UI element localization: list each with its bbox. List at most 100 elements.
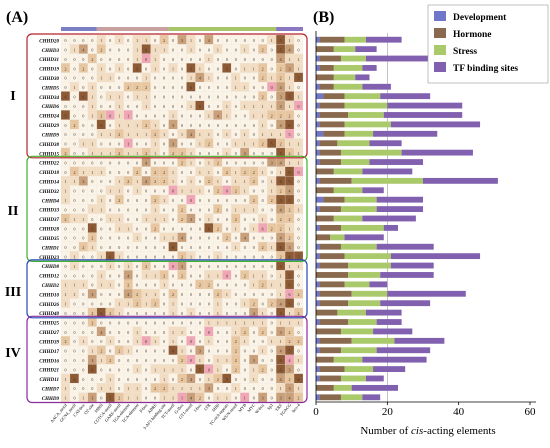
heatmap-cell-value: 0	[298, 349, 300, 354]
heatmap-cell-value: 0	[109, 330, 111, 335]
heatmap-cell-value: 3	[91, 292, 93, 297]
heatmap-cell-value: 1	[100, 273, 102, 278]
heatmap-cell-value: 0	[298, 217, 300, 222]
heatmap-cell-value: 0	[91, 377, 93, 382]
heatmap-cell-value: 0	[262, 151, 264, 156]
category-bar-segment	[61, 27, 97, 31]
gene-label: CHHD7	[42, 388, 60, 393]
heatmap-cell-value: 0	[145, 189, 147, 194]
heatmap-cell-value: 0	[208, 189, 210, 194]
heatmap-cell-value: 0	[145, 311, 147, 316]
heatmap-cell-value: 0	[100, 160, 102, 165]
heatmap-cell-value: 0	[154, 189, 156, 194]
heatmap-cell-value: 0	[226, 142, 228, 147]
bar-segment	[344, 234, 384, 241]
heatmap-cell-value: 0	[109, 113, 111, 118]
heatmap-cell-value: 1	[226, 113, 228, 118]
heatmap-cell-value: 1	[109, 264, 111, 269]
legend-label-stress: Stress	[453, 47, 477, 57]
heatmap-cell-value: 0	[145, 330, 147, 335]
heatmap-cell-value: 1	[145, 132, 147, 137]
heatmap-cell-value: 0	[127, 57, 129, 62]
heatmap-cell-value: 0	[172, 264, 174, 269]
heatmap-cell-value: 0	[172, 189, 174, 194]
bar-segment	[351, 337, 395, 344]
heatmap-cell-value: 1	[190, 104, 192, 109]
heatmap-cell-value: 0	[154, 330, 156, 335]
heatmap-cell-value: 0	[217, 85, 219, 90]
heatmap-cell-value: 0	[190, 207, 192, 212]
heatmap-cell-value: 0	[145, 349, 147, 354]
heatmap-cell-value: 1	[280, 339, 282, 344]
heatmap-cell-value: 1	[163, 236, 165, 241]
bar-segment	[316, 65, 320, 71]
heatmap-cell-value: 0	[73, 320, 75, 325]
bar-segment	[355, 46, 377, 53]
heatmap-cell-value: 1	[118, 254, 120, 259]
heatmap-cell-value: 1	[262, 349, 264, 354]
heatmap-cell-value: 6	[280, 179, 282, 184]
heatmap-cell-value: 0	[199, 179, 201, 184]
heatmap-cell-value: 1	[262, 104, 264, 109]
heatmap-cell-value: 2	[262, 330, 264, 335]
heatmap-cell-value: 0	[217, 142, 219, 147]
heatmap-cell-value: 0	[244, 292, 246, 297]
heatmap-cell-value: 1	[226, 292, 228, 297]
heatmap-cell-value: 0	[199, 254, 201, 259]
heatmap-cell-value: 6	[73, 377, 75, 382]
heatmap-cell-value: 0	[172, 377, 174, 382]
heatmap-cell-value: 0	[235, 151, 237, 156]
heatmap-cell-value: 1	[82, 396, 84, 401]
heatmap-cell-value: 0	[82, 198, 84, 203]
bar-segment	[362, 65, 377, 71]
heatmap-cell-value: 0	[145, 283, 147, 288]
heatmap-cell-value: 0	[163, 226, 165, 231]
heatmap-cell-value: 0	[298, 283, 300, 288]
heatmap-cell-value: 0	[244, 367, 246, 372]
legend: Development Hormone Stress TF binding si…	[427, 4, 549, 84]
heatmap-cell-value: 4	[190, 396, 192, 401]
heatmap-cell-value: 0	[253, 57, 255, 62]
heatmap-cell-value: 3	[181, 38, 183, 43]
heatmap-cell-value: 2	[127, 283, 129, 288]
gene-label: CHHD1	[42, 246, 59, 251]
heatmap-cell-value: 0	[163, 189, 165, 194]
heatmap-cell-value: 0	[136, 142, 138, 147]
heatmap-cell-value: 2	[82, 245, 84, 250]
heatmap-cell-value: 1	[208, 132, 210, 137]
heatmap-cell-value: 1	[100, 132, 102, 137]
bar-segment	[348, 272, 381, 278]
heatmap-cell-value: 1	[271, 179, 273, 184]
heatmap-cell-value: 0	[217, 264, 219, 269]
heatmap-cell-value: 0	[91, 198, 93, 203]
heatmap-cell-value: 0	[163, 160, 165, 165]
heatmap-cell-value: 0	[244, 198, 246, 203]
legend-swatch-tf-binding	[434, 62, 446, 72]
heatmap-cell-value: 2	[172, 292, 174, 297]
heatmap-cell-value: 0	[73, 330, 75, 335]
heatmap-cell-value: 1	[127, 386, 129, 391]
heatmap-cell-value: 0	[298, 245, 300, 250]
heatmap-cell-value: 0	[262, 179, 264, 184]
heatmap-cell-value: 0	[199, 226, 201, 231]
heatmap-cell-value: 0	[91, 189, 93, 194]
heatmap-cell-value: 0	[73, 396, 75, 401]
bar-segment	[316, 130, 324, 137]
heatmap-cell-value: 0	[262, 207, 264, 212]
group-label: II	[8, 204, 19, 219]
heatmap-cell-value: 3	[190, 217, 192, 222]
heatmap-cell-value: 0	[199, 377, 201, 382]
bar-segment	[316, 272, 349, 278]
bar-segment	[376, 243, 434, 250]
heatmap-cell-value: 0	[73, 339, 75, 344]
heatmap-cell-value: 0	[235, 198, 237, 203]
heatmap-cell-value: 1	[208, 113, 210, 118]
heatmap-cell-value: 1	[199, 386, 201, 391]
heatmap-cell-value: 0	[154, 358, 156, 363]
heatmap-cell-value: 0	[163, 113, 165, 118]
heatmap-cell-value: 0	[64, 264, 66, 269]
heatmap-cell-value: 0	[217, 66, 219, 71]
heatmap-cell-value: 1	[172, 396, 174, 401]
heatmap-cell-value: 6	[289, 254, 291, 259]
